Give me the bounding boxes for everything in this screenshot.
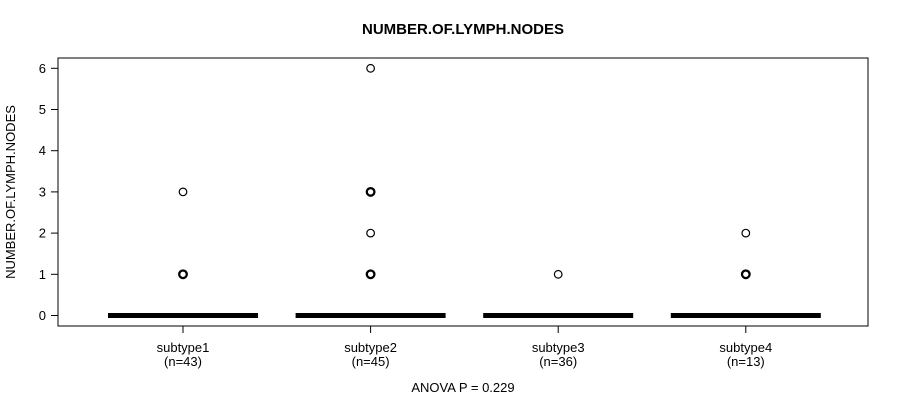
chart-title: NUMBER.OF.LYMPH.NODES bbox=[362, 21, 564, 38]
box-median-line bbox=[295, 313, 446, 318]
boxplot-series bbox=[108, 63, 821, 318]
y-axis-label: NUMBER.OF.LYMPH.NODES bbox=[3, 105, 18, 279]
x-axis-group-sublabel: (n=13) bbox=[727, 354, 765, 369]
x-axis-group-label: subtype4 bbox=[719, 340, 772, 355]
y-tick-label: 5 bbox=[39, 102, 46, 117]
outlier-point bbox=[178, 269, 188, 280]
x-axis-group-label: subtype3 bbox=[532, 340, 585, 355]
y-tick-label: 2 bbox=[39, 226, 46, 241]
outlier-point bbox=[178, 187, 188, 197]
anova-annotation: ANOVA P = 0.229 bbox=[411, 380, 514, 395]
x-axis-group-sublabel: (n=43) bbox=[164, 354, 202, 369]
box-median-line bbox=[108, 313, 258, 318]
box-median-line bbox=[670, 313, 821, 318]
x-axis-group-sublabel: (n=36) bbox=[539, 354, 577, 369]
y-tick-label: 4 bbox=[39, 143, 46, 158]
outlier-point bbox=[365, 269, 376, 280]
outlier-point bbox=[740, 269, 751, 280]
x-axis-group-label: subtype1 bbox=[157, 340, 210, 355]
y-tick-label: 1 bbox=[39, 267, 46, 282]
outlier-point bbox=[741, 228, 751, 238]
x-axis-group-label: subtype2 bbox=[344, 340, 397, 355]
y-tick-label: 0 bbox=[39, 308, 46, 323]
outlier-point bbox=[365, 186, 376, 197]
outlier-point bbox=[553, 269, 563, 279]
outlier-point bbox=[366, 228, 376, 238]
y-tick-label: 3 bbox=[39, 184, 46, 199]
y-tick-label: 6 bbox=[39, 61, 46, 76]
outlier-point bbox=[366, 63, 376, 73]
box-median-line bbox=[483, 313, 634, 318]
y-axis: 0 1 2 3 4 5 6 bbox=[39, 61, 58, 323]
x-axis-group-sublabel: (n=45) bbox=[352, 354, 390, 369]
x-axis: subtype1(n=43) subtype2(n=45) subtype3(n=3… bbox=[157, 326, 772, 369]
